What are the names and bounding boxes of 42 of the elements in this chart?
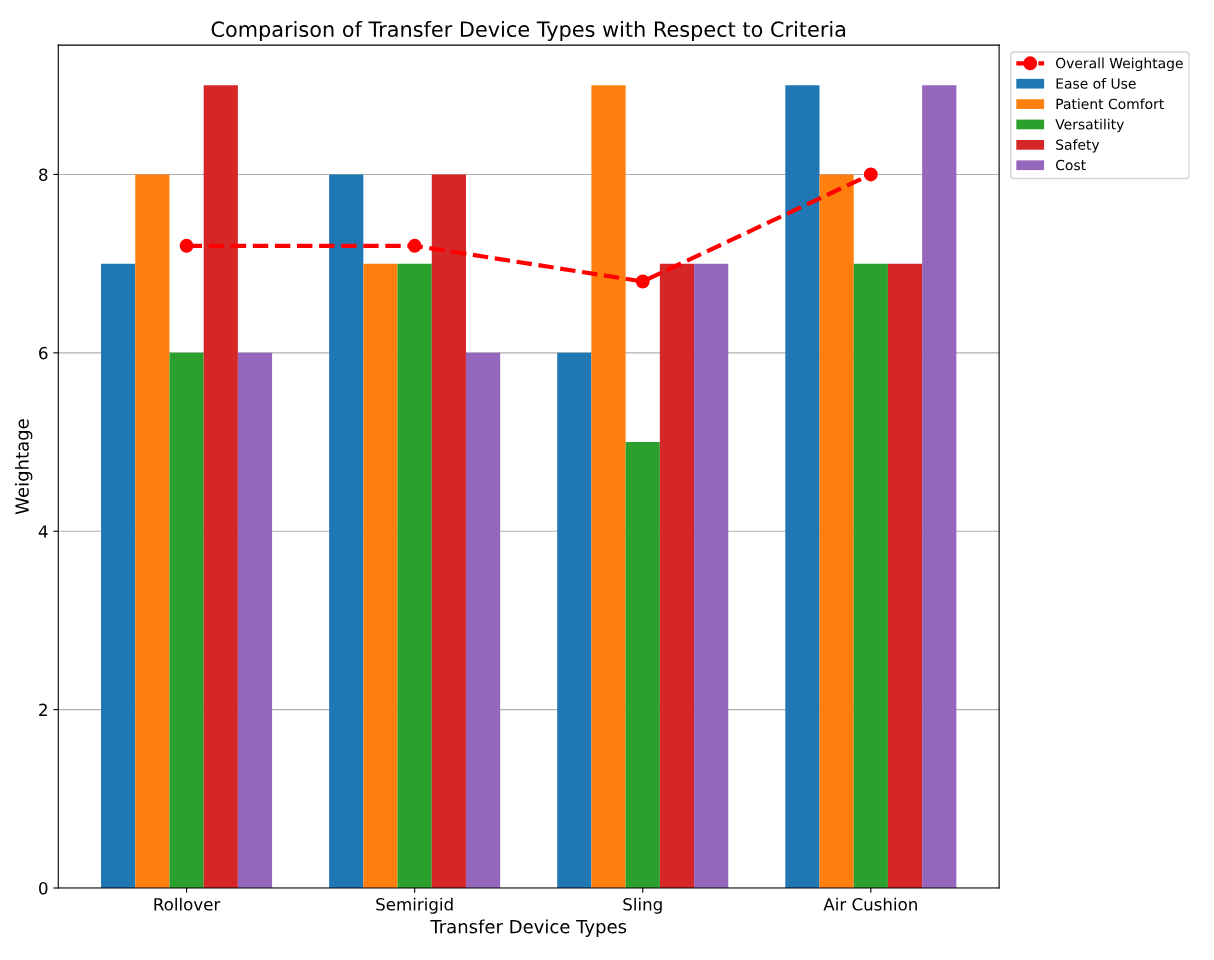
legend-label: Cost (1055, 159, 1086, 171)
point (179, 238, 194, 253)
bar (363, 263, 398, 888)
bar (329, 174, 364, 888)
bar (465, 352, 501, 888)
bar (887, 263, 923, 888)
point (863, 167, 878, 182)
bar (922, 85, 957, 888)
point (635, 274, 650, 289)
bar (819, 174, 854, 888)
bar (431, 174, 466, 888)
chart-title: Comparison of Transfer Device Types with Respect to Criteria (211, 20, 846, 42)
bar (591, 85, 626, 888)
bar (785, 85, 820, 888)
bar (237, 352, 273, 888)
bar (557, 352, 592, 888)
bar (853, 263, 888, 888)
x-tick-label: Air Cushion (823, 897, 917, 911)
y-tick-label: 4 (38, 525, 48, 538)
point (407, 238, 422, 253)
bar (169, 352, 204, 888)
bar (625, 442, 660, 888)
x-tick-label: Rollover (154, 897, 221, 911)
y-tick-label: 0 (39, 881, 48, 895)
bar (659, 263, 695, 888)
legend-label: Ease of Use (1056, 78, 1136, 89)
x-tick-label: Semirigid (376, 897, 453, 914)
legend-label: Versatility (1055, 118, 1124, 133)
legend-label: Safety (1056, 139, 1100, 153)
y-axis-title: Weightage (14, 419, 33, 515)
legend-label: Patient Comfort (1056, 98, 1164, 110)
bar (101, 263, 136, 888)
y-tick-label: 2 (39, 703, 47, 716)
y-tick-label: 8 (39, 168, 48, 182)
y-tick-label: 6 (39, 346, 48, 360)
bar (694, 263, 729, 888)
bar (397, 263, 432, 888)
legend-label: Overall Weightage (1055, 57, 1183, 72)
x-tick-label: Sling (623, 897, 662, 914)
bar (203, 85, 238, 888)
x-axis-title: Transfer Device Types (430, 919, 627, 937)
bar (135, 174, 170, 888)
